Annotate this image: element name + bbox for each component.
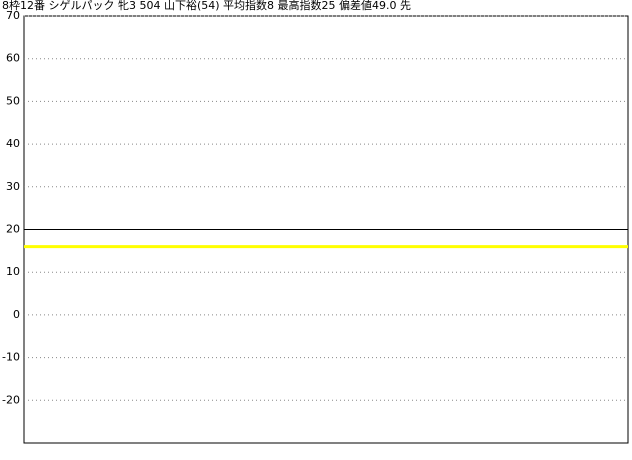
y-tick-label: 50 [6, 94, 20, 107]
y-tick-label: 70 [6, 9, 20, 22]
y-tick-label: 60 [6, 52, 20, 65]
y-tick-label: 20 [6, 223, 20, 236]
y-tick-label: 10 [6, 265, 20, 278]
y-tick-label: 40 [6, 137, 20, 150]
y-tick-label: -20 [2, 393, 20, 406]
y-tick-label: 30 [6, 180, 20, 193]
y-tick-label: 0 [13, 308, 20, 321]
chart-title: 8枠12番 シゲルパック 牝3 504 山下裕(54) 平均指数8 最高指数25… [2, 0, 411, 12]
y-tick-label: -10 [2, 351, 20, 364]
